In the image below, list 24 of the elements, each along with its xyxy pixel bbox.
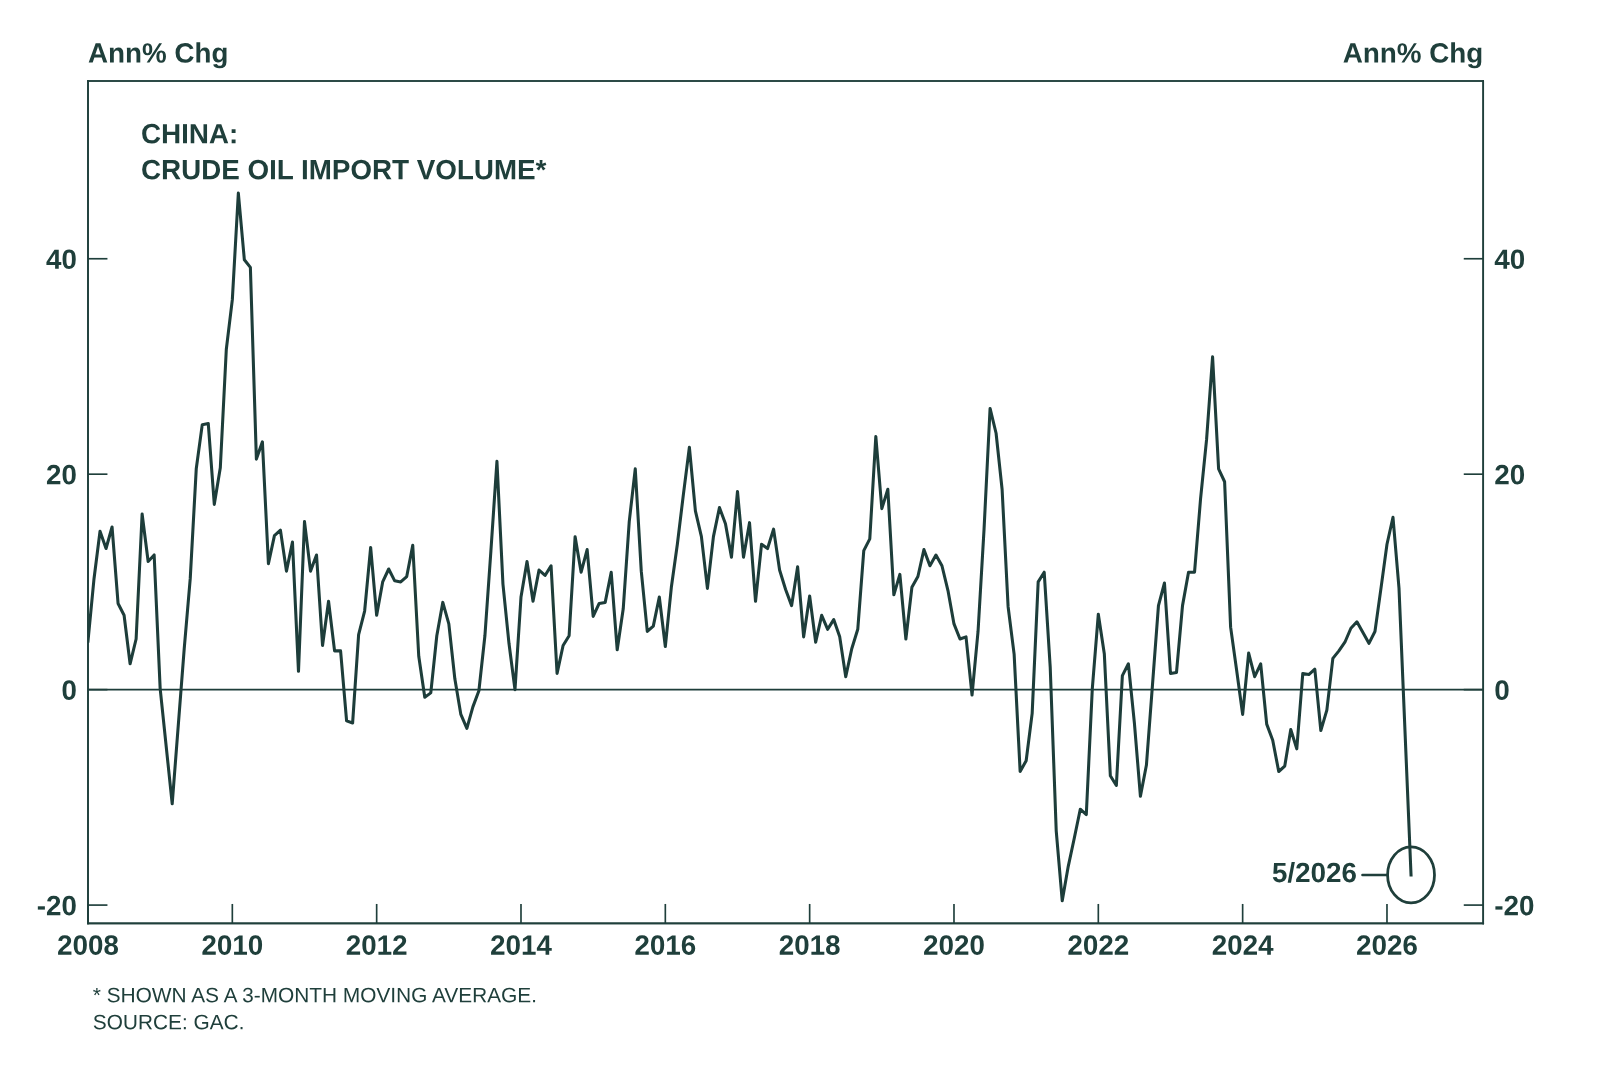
x-tick-label: 2014 xyxy=(491,935,552,955)
y-tick-label: 40 xyxy=(46,249,76,270)
text: * SHOWN AS A 3-MONTH MOVING AVERAGE. xyxy=(93,987,536,1003)
y-axis-title: Ann% Chg xyxy=(88,42,227,69)
y2-tick-label: 40 xyxy=(1494,249,1525,270)
y2-axis-title: Ann% Chg xyxy=(1343,42,1482,69)
y-tick-label: -20 xyxy=(37,895,76,916)
x-tick-label: 2024 xyxy=(1212,935,1274,955)
source-note: SOURCE: GAC. xyxy=(93,1014,243,1030)
y-tick-label: 0 xyxy=(62,680,76,700)
x-tick-label: 2018 xyxy=(779,935,840,955)
y2-tick-label: 0 xyxy=(1495,680,1509,700)
y2-tick-label: -20 xyxy=(1495,895,1534,916)
text: CHINA: CRUDE OIL IMPORT VOLUME* xyxy=(142,123,547,180)
x-tick-label: 2022 xyxy=(1068,935,1129,955)
x-tick-label: 2012 xyxy=(346,935,407,955)
x-tick-label: 2008 xyxy=(58,935,119,955)
x-tick-label: 2010 xyxy=(202,935,263,955)
annotation: 5/2026 xyxy=(1272,861,1356,883)
x-tick-label: 2026 xyxy=(1357,935,1417,955)
x-tick-label: 2016 xyxy=(635,935,696,955)
y-tick-label: 20 xyxy=(46,464,76,485)
x-tick-label: 2020 xyxy=(924,935,984,955)
y2-tick-label: 20 xyxy=(1495,464,1525,485)
